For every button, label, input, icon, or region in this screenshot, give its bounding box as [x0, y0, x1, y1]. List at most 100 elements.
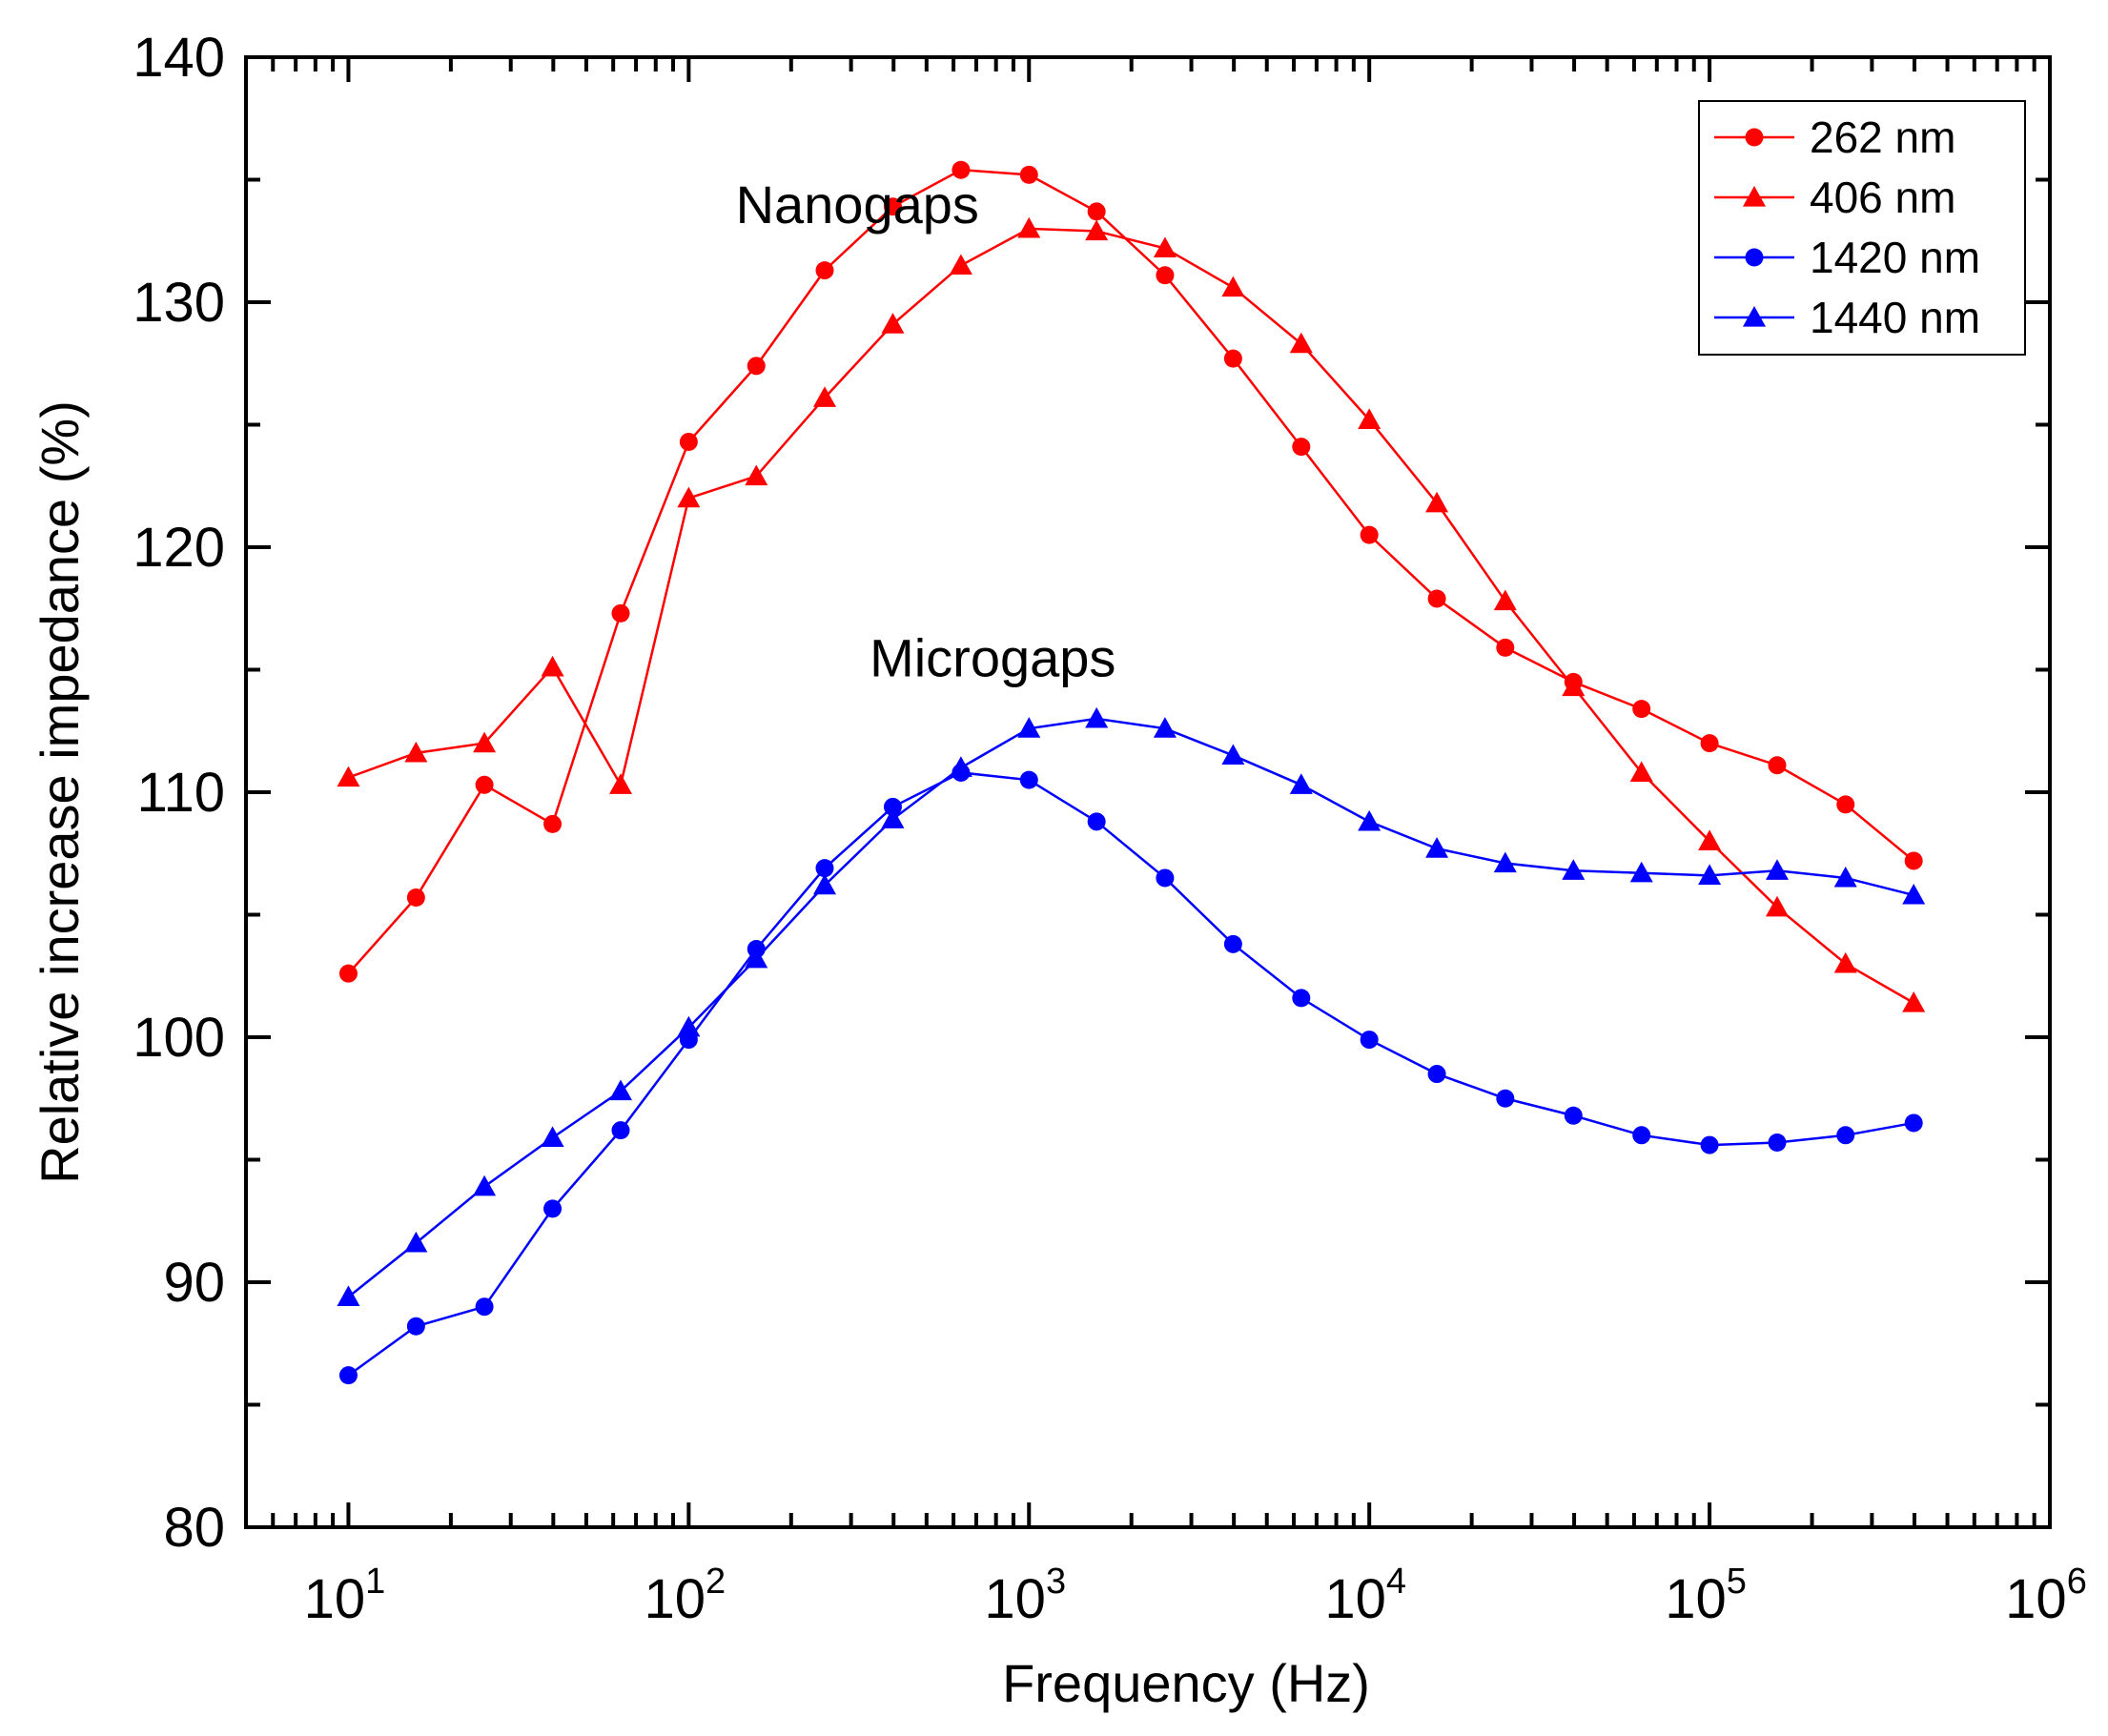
data-point: [1902, 991, 1926, 1012]
data-point: [1019, 165, 1038, 184]
data-point: [815, 261, 834, 280]
data-point: [608, 1079, 632, 1101]
data-point: [1836, 795, 1855, 814]
data-point: [1087, 812, 1106, 831]
series-406-nm: [337, 216, 1926, 1012]
x-tick-label: 104: [1324, 1562, 1406, 1630]
data-point: [1425, 491, 1449, 513]
x-tick-exponent: 3: [1046, 1562, 1066, 1602]
legend-marker: [1743, 306, 1766, 327]
x-axis-title: Frequency (Hz): [1002, 1653, 1370, 1713]
data-point: [1358, 408, 1381, 429]
data-point: [1904, 1113, 1923, 1133]
x-tick-label: 106: [2005, 1562, 2087, 1630]
legend-label: 1440 nm: [1810, 293, 1980, 342]
data-point: [338, 964, 358, 983]
data-point: [883, 197, 902, 216]
y-tick-label: 100: [133, 1007, 225, 1069]
data-point: [815, 859, 834, 878]
data-point: [813, 873, 837, 895]
y-tick-label: 130: [133, 272, 225, 334]
x-tick-exponent: 2: [706, 1562, 726, 1602]
data-point: [1902, 883, 1926, 905]
data-point: [1156, 868, 1175, 888]
data-point: [1564, 1106, 1583, 1125]
data-point: [541, 1126, 564, 1147]
data-point: [745, 464, 768, 486]
data-point: [611, 603, 630, 623]
data-point: [1427, 1065, 1446, 1084]
series-line: [347, 771, 1914, 1377]
series-line: [348, 227, 1914, 1005]
y-axis-title: Relative increase impedance (%): [30, 400, 90, 1184]
data-point: [404, 1231, 428, 1253]
y-tick-label: 80: [163, 1497, 225, 1559]
data-point: [337, 1285, 360, 1307]
x-tick-base: 10: [1324, 1568, 1386, 1630]
data-point: [1496, 1089, 1515, 1108]
data-point: [1289, 332, 1313, 354]
legend-marker: [1743, 186, 1766, 207]
plot-frame: [244, 55, 2052, 1529]
annotation-microgaps: Microgaps: [870, 628, 1115, 688]
data-point: [1698, 829, 1722, 850]
data-point: [1153, 236, 1177, 258]
data-point: [883, 797, 902, 816]
data-point: [747, 357, 766, 376]
data-point: [677, 1015, 701, 1037]
y-tick-label: 120: [133, 517, 225, 579]
series-262-nm: [338, 160, 1923, 983]
data-point: [475, 775, 494, 794]
data-point: [338, 1366, 358, 1385]
data-point: [475, 1297, 494, 1317]
legend-marker: [1745, 128, 1764, 147]
series-line: [347, 717, 1914, 1298]
x-tick-base: 10: [984, 1568, 1046, 1630]
legend: 262 nm 406 nm 1420 nm 1440 nm: [1698, 100, 2026, 356]
data-point: [1360, 1031, 1379, 1050]
data-point: [1087, 202, 1106, 221]
data-point: [404, 741, 428, 763]
data-point: [541, 655, 564, 677]
x-tick-exponent: 1: [365, 1562, 385, 1602]
legend-label: 406 nm: [1810, 173, 1955, 222]
data-point: [1632, 700, 1651, 719]
data-point: [1632, 1126, 1651, 1145]
x-tick-exponent: 5: [1727, 1562, 1747, 1602]
series-1440-nm: [337, 706, 1926, 1307]
y-tick-label: 110: [137, 762, 225, 824]
data-point: [1629, 761, 1653, 783]
data-point: [1223, 934, 1242, 953]
legend-item: 1440 nm: [1714, 293, 1980, 342]
data-point: [1221, 744, 1245, 766]
data-point: [1156, 266, 1175, 285]
data-point: [1019, 770, 1038, 789]
data-point: [1768, 756, 1787, 775]
data-point: [1836, 1126, 1855, 1145]
data-point: [745, 947, 768, 969]
x-tick-label: 105: [1665, 1562, 1747, 1630]
data-point: [608, 773, 632, 794]
data-point: [1765, 895, 1789, 917]
data-point: [1292, 989, 1311, 1008]
annotation-nanogaps: Nanogaps: [736, 174, 979, 235]
legend-label: 262 nm: [1810, 112, 1955, 162]
x-tick-label: 103: [984, 1562, 1066, 1630]
data-point: [1425, 837, 1449, 858]
ticks-layer: [244, 55, 2052, 1529]
data-point: [1700, 734, 1719, 753]
data-point: [1289, 773, 1313, 794]
data-point: [406, 1317, 425, 1336]
legend-item: 1420 nm: [1714, 233, 1980, 282]
data-point: [1698, 864, 1722, 885]
data-point: [881, 313, 905, 334]
data-point: [1833, 951, 1857, 973]
data-point: [813, 386, 837, 407]
data-point: [1904, 851, 1923, 870]
data-point: [1496, 638, 1515, 657]
data-point: [949, 756, 972, 777]
data-point: [1017, 717, 1041, 738]
data-point: [679, 432, 698, 451]
